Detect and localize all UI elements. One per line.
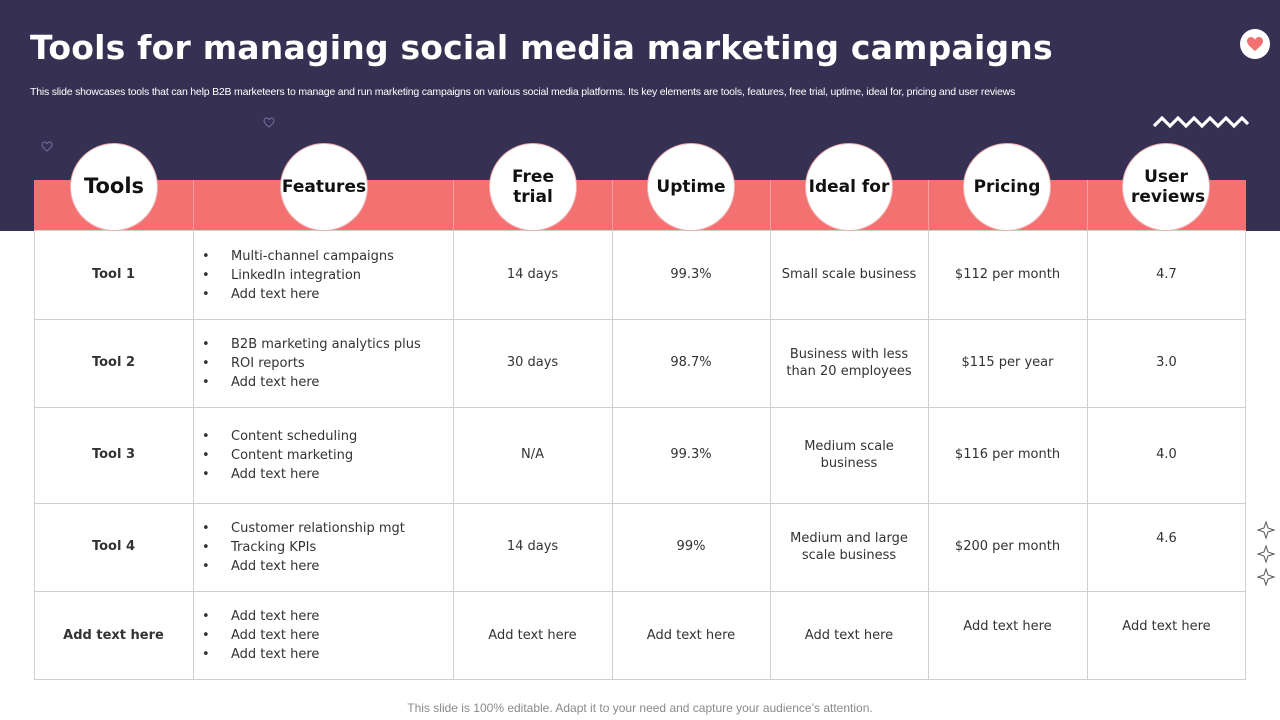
- column-divider: [612, 230, 613, 680]
- reviews-cell: 4.6: [1156, 531, 1177, 546]
- ideal-for-cell: Medium scale business: [804, 438, 894, 471]
- column-header-label: Uptime: [656, 176, 726, 197]
- feature-list: Customer relationship mgt Tracking KPIs …: [201, 519, 405, 576]
- column-header-label: User reviews: [1131, 166, 1206, 207]
- column-header-label: Features: [281, 176, 367, 197]
- slide-title: Tools for managing social media marketin…: [30, 28, 1053, 67]
- ideal-for-cell: Small scale business: [781, 266, 917, 282]
- table-header-row: [34, 180, 1246, 230]
- feature-item: LinkedIn integration: [201, 266, 394, 285]
- feature-item: Add text here: [201, 607, 319, 626]
- uptime-cell: 99.3%: [670, 447, 712, 463]
- column-header-label: Tools: [83, 174, 145, 199]
- reviews-cell: 4.0: [1156, 447, 1177, 463]
- column-divider: [193, 230, 194, 680]
- row-divider: [34, 407, 1246, 408]
- feature-item: Add text here: [201, 373, 421, 392]
- pricing-cell: $115 per year: [961, 355, 1054, 371]
- column-divider: [928, 230, 929, 680]
- column-divider: [928, 180, 929, 230]
- tool-name: Tool 4: [91, 539, 136, 555]
- tool-name: Tool 3: [91, 447, 136, 463]
- feature-item: B2B marketing analytics plus: [201, 335, 421, 354]
- row-divider: [34, 319, 1246, 320]
- column-divider: [1087, 180, 1088, 230]
- tool-name: Add text here: [63, 627, 164, 643]
- feature-list: Add text here Add text here Add text her…: [201, 607, 319, 664]
- uptime-cell: 99.3%: [670, 266, 712, 282]
- feature-list: Multi-channel campaigns LinkedIn integra…: [201, 247, 394, 304]
- column-header-label: Ideal for: [808, 176, 890, 197]
- feature-item: Content marketing: [201, 446, 357, 465]
- column-header-free-trial: Free trial: [489, 143, 577, 231]
- free-trial-cell: 14 days: [506, 539, 559, 555]
- small-heart-icon: [263, 117, 275, 128]
- column-divider: [453, 230, 454, 680]
- free-trial-cell: N/A: [521, 447, 544, 463]
- sparkle-icon: [1256, 520, 1276, 587]
- small-heart-icon: [41, 141, 53, 152]
- reviews-cell: 3.0: [1156, 355, 1177, 371]
- feature-list: Content scheduling Content marketing Add…: [201, 427, 357, 484]
- heart-icon: [1240, 29, 1270, 59]
- row-divider: [34, 503, 1246, 504]
- column-header-uptime: Uptime: [647, 143, 735, 231]
- uptime-cell: Add text here: [646, 627, 736, 643]
- feature-item: Add text here: [201, 285, 394, 304]
- feature-list: B2B marketing analytics plus ROI reports…: [201, 335, 421, 392]
- ideal-for-cell: Add text here: [804, 627, 894, 643]
- column-header-user-reviews: User reviews: [1122, 143, 1210, 231]
- pricing-cell: Add text here: [963, 619, 1052, 634]
- pricing-cell: $200 per month: [954, 539, 1061, 555]
- tool-name: Tool 2: [91, 355, 136, 371]
- ideal-for-cell: Medium and large scale business: [790, 530, 908, 563]
- feature-item: Add text here: [201, 557, 405, 576]
- reviews-cell: 4.7: [1156, 266, 1177, 282]
- tool-name: Tool 1: [91, 266, 136, 282]
- table: [34, 230, 1246, 680]
- feature-item: ROI reports: [201, 354, 421, 373]
- zigzag-icon: [1152, 115, 1250, 129]
- ideal-for-cell: Business with less than 20 employees: [786, 346, 912, 379]
- column-header-features: Features: [280, 143, 368, 231]
- free-trial-cell: Add text here: [488, 627, 577, 643]
- slide-subtitle: This slide showcases tools that can help…: [30, 86, 1016, 98]
- column-header-ideal-for: Ideal for: [805, 143, 893, 231]
- reviews-cell: Add text here: [1122, 619, 1211, 634]
- feature-item: Content scheduling: [201, 427, 357, 446]
- uptime-cell: 99%: [676, 539, 706, 555]
- column-header-label: Pricing: [973, 176, 1041, 197]
- column-header-label: Free trial: [512, 166, 554, 207]
- column-divider: [453, 180, 454, 230]
- feature-item: Customer relationship mgt: [201, 519, 405, 538]
- pricing-cell: $116 per month: [954, 447, 1061, 463]
- feature-item: Multi-channel campaigns: [201, 247, 394, 266]
- uptime-cell: 98.7%: [670, 355, 712, 371]
- feature-item: Add text here: [201, 626, 319, 645]
- column-divider: [770, 230, 771, 680]
- column-divider: [612, 180, 613, 230]
- feature-item: Tracking KPIs: [201, 538, 405, 557]
- row-divider: [34, 591, 1246, 592]
- column-divider: [770, 180, 771, 230]
- column-header-pricing: Pricing: [963, 143, 1051, 231]
- pricing-cell: $112 per month: [954, 266, 1061, 282]
- feature-item: Add text here: [201, 645, 319, 664]
- column-header-tools: Tools: [70, 143, 158, 231]
- footer-note: This slide is 100% editable. Adapt it to…: [407, 701, 873, 715]
- feature-item: Add text here: [201, 465, 357, 484]
- free-trial-cell: 30 days: [506, 355, 559, 371]
- column-divider: [193, 180, 194, 230]
- free-trial-cell: 14 days: [506, 266, 559, 282]
- column-divider: [1087, 230, 1088, 680]
